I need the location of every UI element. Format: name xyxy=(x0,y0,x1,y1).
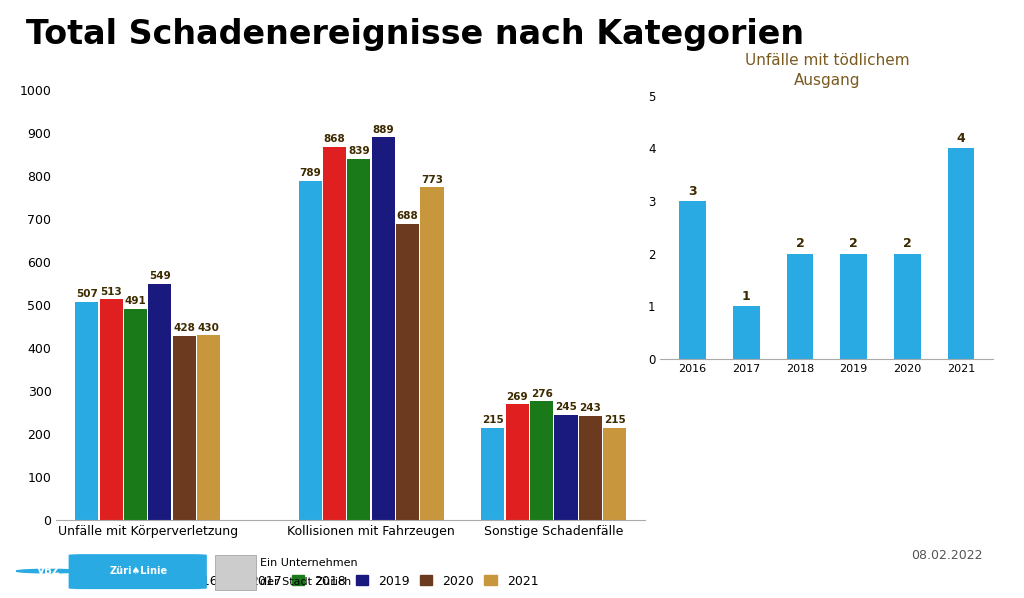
Text: 269: 269 xyxy=(507,392,528,402)
Text: 215: 215 xyxy=(482,415,504,425)
Bar xyxy=(372,138,395,520)
Bar xyxy=(679,201,707,359)
Bar xyxy=(148,284,171,520)
FancyBboxPatch shape xyxy=(215,555,256,590)
Text: 507: 507 xyxy=(76,289,97,300)
FancyBboxPatch shape xyxy=(69,554,207,589)
Text: Ein Unternehmen: Ein Unternehmen xyxy=(260,558,357,568)
Text: der Stadt Zürich: der Stadt Zürich xyxy=(260,577,351,587)
Text: 08.02.2022: 08.02.2022 xyxy=(911,549,983,562)
Bar xyxy=(530,401,553,520)
Text: 430: 430 xyxy=(198,322,219,332)
Text: 513: 513 xyxy=(100,287,122,297)
Text: Züri♠Linie: Züri♠Linie xyxy=(110,566,167,576)
Bar xyxy=(299,181,322,520)
Text: 789: 789 xyxy=(299,168,321,178)
Bar xyxy=(173,336,196,520)
Circle shape xyxy=(16,569,82,573)
Text: 1: 1 xyxy=(742,290,751,303)
Text: 2: 2 xyxy=(849,237,858,251)
Bar xyxy=(396,224,419,520)
Text: 773: 773 xyxy=(421,175,443,185)
Text: 839: 839 xyxy=(348,147,370,157)
Bar xyxy=(947,148,975,359)
Bar xyxy=(124,309,147,520)
Text: 2: 2 xyxy=(903,237,911,251)
Text: 245: 245 xyxy=(555,402,577,412)
Bar xyxy=(75,302,98,520)
Text: 243: 243 xyxy=(580,403,601,413)
Text: 4: 4 xyxy=(956,132,966,145)
Bar xyxy=(579,416,602,520)
Text: 2: 2 xyxy=(796,237,805,251)
Bar xyxy=(347,159,371,520)
Text: 276: 276 xyxy=(530,389,553,399)
Bar xyxy=(841,254,867,359)
Legend: 2016, 2017, 2018, 2019, 2020, 2021: 2016, 2017, 2018, 2019, 2020, 2021 xyxy=(158,569,544,593)
Text: 549: 549 xyxy=(150,271,171,281)
Bar xyxy=(894,254,921,359)
Bar xyxy=(99,300,123,520)
Text: Total Schadenereignisse nach Kategorien: Total Schadenereignisse nach Kategorien xyxy=(26,18,804,51)
Bar xyxy=(481,428,505,520)
Title: Unfälle mit tödlichem
Ausgang: Unfälle mit tödlichem Ausgang xyxy=(744,53,909,87)
Text: 215: 215 xyxy=(604,415,626,425)
Bar xyxy=(603,428,627,520)
Bar xyxy=(421,187,443,520)
Text: 889: 889 xyxy=(373,125,394,135)
Bar xyxy=(506,404,528,520)
Text: 868: 868 xyxy=(324,134,345,144)
Bar xyxy=(733,306,760,359)
Text: VBZ: VBZ xyxy=(37,566,61,576)
Text: 428: 428 xyxy=(173,324,196,334)
Text: 3: 3 xyxy=(688,185,697,198)
Text: 688: 688 xyxy=(396,212,419,221)
Bar xyxy=(323,147,346,520)
Bar xyxy=(197,335,220,520)
Text: 491: 491 xyxy=(125,296,146,306)
Bar xyxy=(554,415,578,520)
Bar xyxy=(786,254,813,359)
